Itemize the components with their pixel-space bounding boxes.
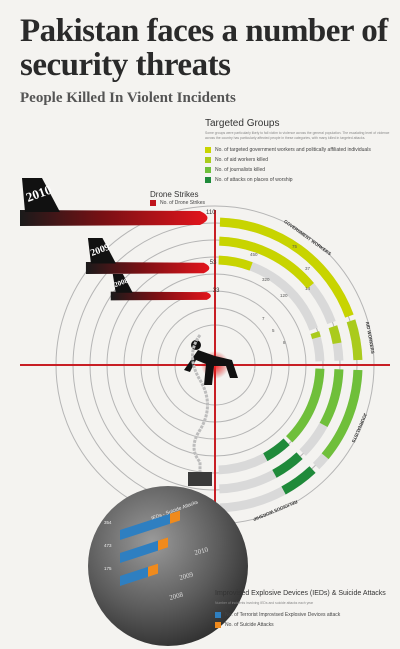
drone-tail (22, 178, 60, 212)
ied-legend: No. of Terrorist Improvised Explosive De… (215, 610, 340, 630)
drone-value-label: 53 (210, 260, 217, 266)
page-subtitle: People Killed In Violent Incidents (20, 90, 236, 106)
suicide-bar (170, 510, 180, 524)
ied-year-label: 2010 (193, 545, 209, 556)
targeted-groups-legend-row: No. of journalists killed (205, 165, 390, 175)
targeted-arc-bar (219, 236, 314, 289)
page-title: Pakistan faces a number of security thre… (20, 13, 388, 83)
targeted-arc-bar (263, 438, 290, 462)
ied-year-label: 2009 (178, 570, 194, 581)
targeted-groups-title: Targeted Groups (205, 118, 280, 129)
targeted-groups-legend-label: No. of targeted government workers and p… (215, 147, 371, 153)
drone-tail (87, 238, 116, 264)
ied-legend-label: No. of Terrorist Improvised Explosive De… (225, 612, 341, 618)
targeted-arc-bar (286, 368, 325, 443)
drone-value-label: 110 (206, 210, 216, 216)
targeted-groups-legend: Targeted Groups Some groups were particu… (205, 118, 390, 185)
ied-year-label: 2008 (168, 590, 184, 601)
targeted-groups-description: Some groups were particularly likely to … (205, 131, 390, 140)
targeted-arc-bar (219, 217, 354, 318)
ied-legend-swatch (215, 622, 221, 628)
targeted-groups-legend-row: No. of attacks on places of worship (205, 175, 390, 185)
suicide-bar (148, 563, 158, 577)
ied-legend-label: No. of Suicide Attacks (225, 622, 274, 628)
targeted-groups-legend-swatch (205, 177, 211, 183)
drone-strikes-legend: No. of Drone Strikes (150, 200, 205, 206)
targeted-groups-legend-list: No. of targeted government workers and p… (205, 145, 390, 185)
targeted-arc-bar (281, 466, 316, 495)
targeted-value-label: 37 (305, 266, 311, 271)
targeted-arc-bar (328, 325, 342, 345)
ied-bar (120, 537, 168, 563)
bomb-cap (188, 472, 212, 486)
ied-bar (120, 510, 180, 540)
ied-value-label: 354 (104, 520, 112, 525)
targeted-arc-label: AID WORKERS (365, 321, 376, 354)
ied-legend-row: No. of Suicide Attacks (215, 620, 340, 630)
ied-description: Number of incidents involving IEDs and s… (215, 601, 314, 605)
drone-legend-label: No. of Drone Strikes (160, 200, 206, 206)
targeted-value-label: 450 (250, 252, 258, 257)
bomb: IEDs - Suicide Attacks354473175201020092… (88, 334, 248, 646)
victim-figure-icon (184, 350, 238, 385)
drone-tail (112, 274, 133, 293)
targeted-groups-legend-row: No. of aid workers killed (205, 155, 390, 165)
ied-value-label: 473 (104, 543, 112, 548)
targeted-value-label: 75 (292, 244, 298, 249)
targeted-value-label: 5 (272, 328, 275, 333)
targeted-groups-legend-label: No. of journalists killed (215, 167, 266, 173)
targeted-value-label: 320 (262, 277, 270, 282)
targeted-groups-legend-swatch (205, 157, 211, 163)
targeted-arc-bar (346, 319, 363, 361)
targeted-groups-legend-label: No. of aid workers killed (215, 157, 269, 163)
targeted-arc-bar (218, 255, 253, 271)
ied-legend-swatch (215, 612, 221, 618)
targeted-arc-label: JOURNALISTS (351, 412, 368, 443)
targeted-arc-bar (321, 369, 363, 460)
drone-fuselage (110, 291, 211, 301)
targeted-groups-legend-row: No. of targeted government workers and p… (205, 145, 390, 155)
targeted-value-label: 14 (305, 286, 311, 291)
drone-legend-swatch (150, 200, 156, 206)
ied-value-label: 175 (104, 566, 112, 571)
ied-legend-row: No. of Terrorist Improvised Explosive De… (215, 610, 340, 620)
targeted-value-label: 8 (283, 340, 286, 345)
fuse-rope (191, 334, 209, 480)
targeted-groups-legend-swatch (205, 147, 211, 153)
targeted-arc-bar (272, 452, 303, 478)
targeted-arc-bar (319, 369, 344, 428)
suicide-bar (158, 537, 168, 551)
drone-strikes-title: Drone Strikes (150, 190, 199, 199)
drone-fuselage (20, 210, 208, 226)
drone-value-label: 33 (213, 288, 220, 294)
targeted-value-label: 7 (262, 316, 265, 321)
targeted-groups-legend-label: No. of attacks on places of worship (215, 177, 293, 183)
targeted-groups-legend-swatch (205, 167, 211, 173)
targeted-arc-bar (310, 331, 321, 339)
ied-title: Improvised Explosive Devices (IEDs) & Su… (215, 590, 386, 597)
targeted-value-label: 120 (280, 293, 288, 298)
drone-fuselage (85, 262, 210, 274)
bomb-body (88, 486, 248, 646)
